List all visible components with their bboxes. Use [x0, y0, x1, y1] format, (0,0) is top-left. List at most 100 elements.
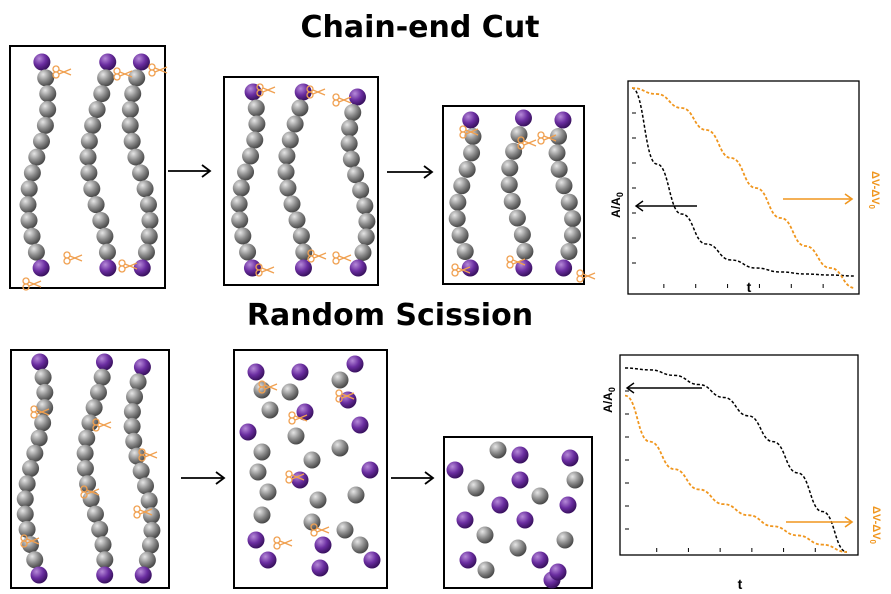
- polymer-bead-icon: [83, 180, 101, 198]
- polymer-bead-icon: [129, 373, 147, 391]
- polymer-bead-icon: [127, 148, 145, 166]
- polymer-bead-icon: [97, 69, 115, 87]
- end-group-icon: [561, 449, 579, 467]
- bottom-title: Random Scission: [246, 298, 534, 333]
- end-group-icon: [559, 496, 577, 514]
- polymer-bead-icon: [331, 439, 349, 457]
- end-group-icon: [339, 391, 357, 409]
- polymer-bead-icon: [139, 196, 157, 214]
- polymer-bead-icon: [279, 179, 297, 197]
- polymer-bead-icon: [36, 116, 54, 134]
- polymer-bead-icon: [89, 383, 107, 401]
- polymer-bead-icon: [39, 85, 57, 103]
- polymer-bead-icon: [121, 116, 139, 134]
- polymer-bead-icon: [123, 132, 141, 150]
- end-group-icon: [247, 531, 265, 549]
- end-group-icon: [239, 423, 257, 441]
- panel-top-1: [9, 45, 166, 289]
- chart-random-scission: A/A0 ΔV-ΔV0 t: [601, 354, 882, 592]
- end-group-icon: [462, 111, 480, 129]
- end-group-icon: [31, 353, 49, 371]
- polymer-bead-icon: [286, 115, 304, 133]
- scissors-icon: [576, 269, 596, 283]
- polymer-bead-icon: [342, 150, 360, 168]
- polymer-bead-icon: [79, 148, 97, 166]
- polymer-bead-icon: [28, 148, 46, 166]
- polymer-bead-icon: [98, 243, 116, 261]
- polymer-bead-icon: [259, 483, 277, 501]
- end-group-icon: [244, 83, 262, 101]
- polymer-bead-icon: [253, 443, 271, 461]
- polymer-bead-icon: [143, 521, 161, 539]
- end-group-icon: [516, 511, 534, 529]
- polymer-bead-icon: [501, 159, 519, 177]
- end-group-icon: [348, 88, 366, 106]
- polymer-bead-icon: [354, 243, 372, 261]
- polymer-bead-icon: [84, 116, 102, 134]
- end-group-icon: [446, 461, 464, 479]
- scissors-icon: [332, 251, 352, 265]
- polymer-bead-icon: [91, 520, 109, 538]
- end-group-icon: [456, 511, 474, 529]
- polymer-bead-icon: [564, 210, 582, 228]
- polymer-bead-icon: [347, 166, 365, 184]
- polymer-bead-icon: [137, 477, 155, 495]
- polymer-bead-icon: [261, 401, 279, 419]
- polymer-bead-icon: [309, 491, 327, 509]
- polymer-bead-icon: [347, 486, 365, 504]
- polymer-bead-icon: [132, 164, 150, 182]
- polymer-bead-icon: [253, 381, 271, 399]
- arrow-right-icon: [783, 193, 854, 205]
- panel-top-3: [442, 105, 585, 285]
- polymer-bead-icon: [531, 487, 549, 505]
- polymer-bead-icon: [503, 192, 521, 210]
- polymer-bead-icon: [26, 444, 44, 462]
- polymer-bead-icon: [516, 242, 534, 260]
- polymer-bead-icon: [16, 490, 34, 508]
- polymer-bead-icon: [509, 539, 527, 557]
- top-title: Chain-end Cut: [300, 10, 540, 45]
- polymer-bead-icon: [141, 211, 159, 229]
- polymer-bead-icon: [85, 399, 103, 417]
- polymer-bead-icon: [34, 368, 52, 386]
- polymer-bead-icon: [128, 69, 146, 87]
- end-group-icon: [361, 461, 379, 479]
- end-group-icon: [459, 551, 477, 569]
- polymer-bead-icon: [128, 447, 146, 465]
- end-group-icon: [549, 563, 567, 581]
- polymer-bead-icon: [281, 383, 299, 401]
- polymer-bead-icon: [448, 210, 466, 228]
- polymer-bead-icon: [32, 132, 50, 150]
- polymer-bead-icon: [476, 526, 494, 544]
- polymer-bead-icon: [344, 104, 362, 122]
- polymer-bead-icon: [357, 228, 375, 246]
- series-line-black: [624, 367, 848, 553]
- polymer-bead-icon: [331, 371, 349, 389]
- polymer-bead-icon: [234, 227, 252, 245]
- end-group-icon: [259, 551, 277, 569]
- end-group-icon: [511, 446, 529, 464]
- polymer-bead-icon: [253, 506, 271, 524]
- polymer-bead-icon: [141, 536, 159, 554]
- polymer-bead-icon: [86, 505, 104, 523]
- polymer-bead-icon: [80, 132, 98, 150]
- scissors-icon: [332, 93, 352, 107]
- polymer-bead-icon: [93, 368, 111, 386]
- end-group-icon: [96, 566, 114, 584]
- chart1-y2label: ΔV-ΔV0: [867, 171, 881, 210]
- end-group-icon: [351, 416, 369, 434]
- chart1-xlabel: t: [747, 279, 752, 295]
- polymer-bead-icon: [123, 417, 141, 435]
- polymer-bead-icon: [123, 403, 141, 421]
- end-group-icon: [554, 111, 572, 129]
- end-group-icon: [247, 363, 265, 381]
- polymer-bead-icon: [358, 212, 376, 230]
- polymer-bead-icon: [489, 441, 507, 459]
- end-group-icon: [296, 403, 314, 421]
- chart2-ylabel: A/A0: [601, 387, 617, 413]
- chart2-y2label: ΔV-ΔV0: [868, 506, 882, 545]
- polymer-bead-icon: [292, 227, 310, 245]
- polymer-bead-icon: [137, 243, 155, 261]
- polymer-bead-icon: [26, 551, 44, 569]
